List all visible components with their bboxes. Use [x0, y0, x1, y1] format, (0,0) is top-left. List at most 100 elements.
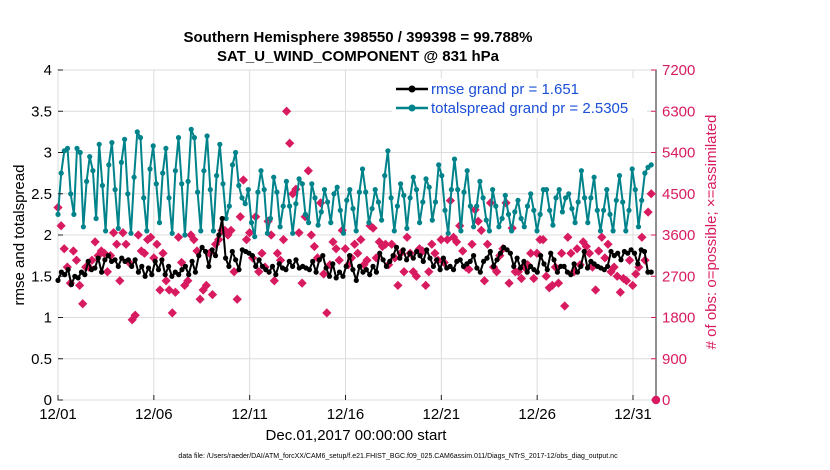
assimilated-obs-marker — [451, 237, 462, 247]
rmse-point — [628, 247, 634, 253]
rmse-point — [521, 258, 527, 264]
assimilated-obs-marker — [78, 299, 88, 309]
totalspread-point — [58, 170, 64, 176]
totalspread-point — [214, 173, 220, 179]
x-tick-label: 12/31 — [614, 406, 652, 423]
rmse-point — [373, 269, 379, 275]
rmse-point — [159, 257, 165, 263]
assimilated-obs-marker — [257, 248, 267, 258]
rmse-point — [192, 269, 198, 275]
rmse-point — [95, 255, 101, 261]
totalspread-point — [518, 215, 524, 222]
y2-tick-label: 1800 — [662, 310, 695, 327]
assimilated-obs-marker — [427, 239, 437, 249]
rmse-point — [189, 258, 195, 264]
y-tick-label: 2.5 — [31, 186, 52, 203]
rmse-point — [149, 272, 155, 278]
rmse-point — [437, 267, 443, 273]
totalspread-point — [382, 173, 388, 179]
totalspread-point — [363, 189, 369, 195]
legend-rmse-label: rmse grand pr = 1.651 — [431, 81, 579, 98]
totalspread-point — [229, 162, 236, 168]
totalspread-point — [486, 228, 492, 234]
totalspread-point — [99, 182, 105, 189]
totalspread-point — [502, 192, 508, 198]
totalspread-point — [359, 166, 366, 172]
assimilated-obs-marker — [68, 246, 79, 256]
totalspread-point — [236, 182, 242, 189]
assimilated-obs-marker — [306, 230, 316, 240]
assimilated-obs-marker — [254, 267, 264, 277]
rmse-point — [226, 263, 232, 269]
totalspread-point — [337, 207, 343, 213]
totalspread-point — [556, 187, 562, 193]
totalspread-point — [242, 201, 248, 207]
assimilated-obs-marker — [232, 294, 242, 304]
rmse-point — [310, 258, 316, 264]
totalspread-point — [328, 220, 334, 226]
totalspread-point — [271, 174, 277, 180]
totalspread-point — [439, 173, 445, 179]
assimilated-obs-marker — [167, 308, 177, 318]
totalspread-point — [112, 187, 118, 193]
rmse-point — [571, 261, 577, 267]
rmse-point — [306, 267, 312, 273]
assimilated-obs-marker — [609, 262, 619, 272]
assimilated-obs-marker — [56, 221, 66, 231]
totalspread-point — [153, 181, 159, 187]
assimilated-obs-marker — [235, 212, 245, 222]
rmse-point — [377, 250, 383, 256]
totalspread-point — [597, 228, 604, 234]
totalspread-point — [325, 199, 331, 205]
totalspread-point — [648, 162, 654, 168]
totalspread-point — [344, 197, 350, 203]
totalspread-point — [442, 207, 448, 213]
totalspread-point — [496, 224, 502, 230]
x-tick-label: 12/06 — [135, 406, 173, 423]
totalspread-point — [429, 217, 435, 223]
assimilated-obs-marker — [269, 276, 279, 286]
y2-tick-label: 7200 — [662, 62, 695, 79]
x-tick-label: 12/16 — [327, 406, 365, 423]
rmse-point — [608, 248, 614, 255]
assimilated-obs-marker — [621, 276, 632, 286]
totalspread-point — [347, 187, 353, 193]
rmse-point — [253, 263, 259, 269]
assimilated-obs-marker — [322, 308, 332, 318]
totalspread-point — [582, 195, 588, 201]
totalspread-point — [287, 203, 293, 209]
y-axis-ticks: 0 0.5 1 1.5 2 2.5 3 3.5 4 — [31, 62, 63, 409]
rmse-line — [57, 217, 652, 286]
rmse-point — [155, 267, 162, 273]
rmse-point — [269, 263, 276, 269]
totalspread-point — [515, 197, 521, 203]
totalspread-point — [318, 209, 324, 215]
rmse-point — [581, 248, 587, 255]
totalspread-point — [258, 168, 264, 174]
rmse-point — [424, 247, 430, 253]
totalspread-point — [261, 187, 267, 193]
assimilated-obs-marker — [238, 175, 249, 185]
rmse-point — [92, 265, 98, 271]
assimilated-obs-marker — [334, 255, 344, 265]
assimilated-obs-marker — [223, 230, 233, 240]
y-tick-label: 0.5 — [31, 351, 52, 368]
rmse-point — [538, 253, 544, 259]
totalspread-point — [160, 170, 166, 176]
assimilated-obs-marker — [631, 269, 641, 279]
rmse-point — [293, 257, 299, 263]
totalspread-point — [290, 230, 296, 236]
rmse-point — [471, 253, 477, 259]
totalspread-point — [109, 140, 115, 146]
rmse-point — [212, 253, 219, 259]
rmse-point — [266, 269, 272, 275]
totalspread-point — [274, 189, 280, 195]
totalspread-point — [267, 215, 274, 222]
assimilated-obs-marker — [566, 248, 576, 258]
totalspread-point — [366, 220, 372, 226]
totalspread-point — [563, 195, 569, 201]
rmse-point — [320, 253, 326, 259]
rmse-point — [407, 250, 413, 256]
legend-rmse-marker — [408, 85, 416, 93]
